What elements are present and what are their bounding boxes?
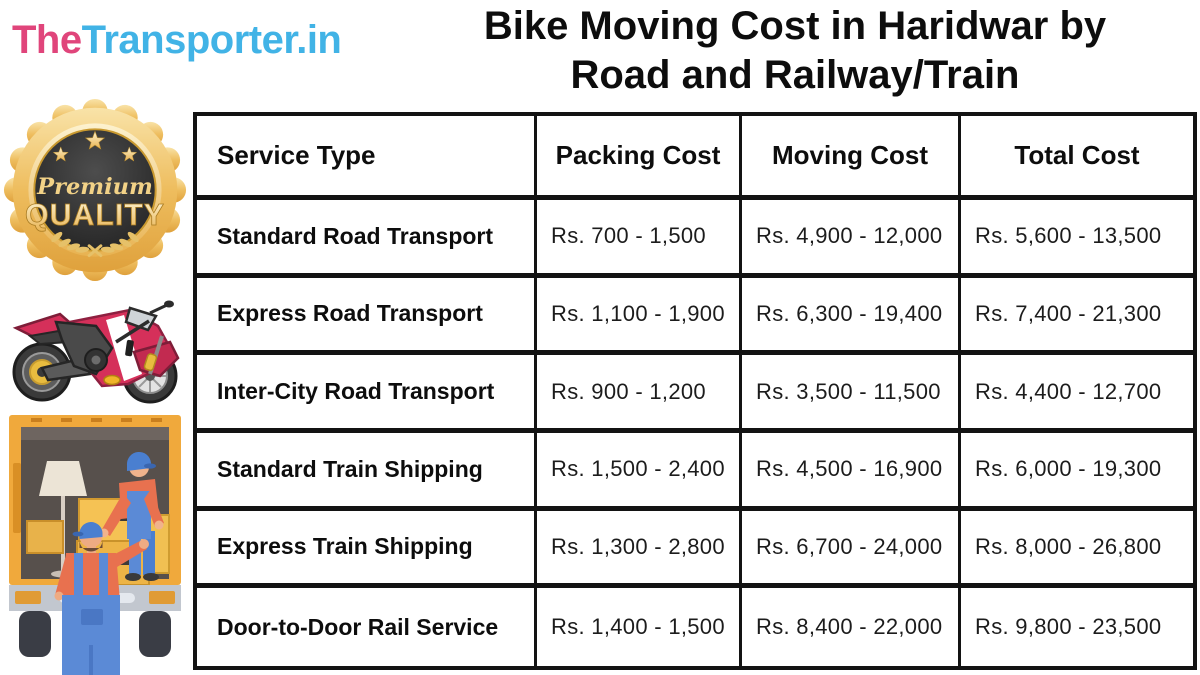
bike-light (103, 374, 121, 386)
site-logo: TheTransporter.in (12, 18, 342, 63)
header-packing-cost: Packing Cost (537, 116, 742, 200)
header-moving-cost: Moving Cost (742, 116, 961, 200)
movers-loading-truck-icon (9, 415, 181, 675)
row6-moving: Rs. 8,400 - 22,000 (742, 588, 961, 666)
row6-packing: Rs. 1,400 - 1,500 (537, 588, 742, 666)
premium-quality-badge: Premium QUALITY (2, 92, 188, 288)
cost-table: Service Type Packing Cost Moving Cost To… (193, 112, 1197, 670)
row3-packing: Rs. 900 - 1,200 (537, 355, 742, 433)
row1-moving: Rs. 4,900 - 12,000 (742, 200, 961, 278)
row2-service: Express Road Transport (197, 277, 537, 356)
mover-outside (54, 521, 149, 675)
motorcycle-illustration (0, 282, 190, 404)
header-service-type: Service Type (197, 116, 537, 200)
row5-total: Rs. 8,000 - 26,800 (961, 510, 1193, 589)
bike-handlebar (115, 319, 150, 344)
row4-packing: Rs. 1,500 - 2,400 (537, 432, 742, 511)
header-total-cost: Total Cost (961, 116, 1193, 200)
badge-laurel-wreath (51, 231, 139, 258)
row5-packing: Rs. 1,300 - 2,800 (537, 510, 742, 589)
row5-service: Express Train Shipping (197, 510, 537, 589)
page-title-line1: Bike Moving Cost in Haridwar by (483, 4, 1107, 48)
row6-service: Door-to-Door Rail Service (197, 588, 537, 666)
motorcycle-icon (12, 300, 180, 404)
logo-text-the: The (12, 18, 82, 62)
row6-total: Rs. 9,800 - 23,500 (961, 588, 1193, 666)
page-title-line2: Road and Railway/Train (570, 52, 1020, 97)
row1-packing: Rs. 700 - 1,500 (537, 200, 742, 278)
row3-total: Rs. 4,400 - 12,700 (961, 355, 1193, 433)
row1-total: Rs. 5,600 - 13,500 (961, 200, 1193, 278)
row3-moving: Rs. 3,500 - 11,500 (742, 355, 961, 433)
page-title: Bike Moving Cost in Haridwar by Road and… (390, 2, 1200, 100)
row1-service: Standard Road Transport (197, 200, 537, 278)
bike-white-stripe (106, 315, 142, 381)
row4-total: Rs. 6,000 - 19,300 (961, 432, 1193, 511)
badge-premium-text: Premium (36, 174, 153, 200)
mover-inside (99, 451, 164, 581)
truck-wheels (19, 611, 171, 657)
row2-moving: Rs. 6,300 - 19,400 (742, 277, 961, 356)
bike-rear-wheel (12, 342, 72, 402)
movers-truck-illustration (3, 403, 190, 675)
row2-total: Rs. 7,400 - 21,300 (961, 277, 1193, 356)
badge-quality-text: QUALITY (25, 199, 165, 232)
logo-text-transporter: Transporter.in (81, 18, 342, 62)
row3-service: Inter-City Road Transport (197, 355, 537, 433)
row4-moving: Rs. 4,500 - 16,900 (742, 432, 961, 511)
row5-moving: Rs. 6,700 - 24,000 (742, 510, 961, 589)
row4-service: Standard Train Shipping (197, 432, 537, 511)
bike-windscreen (124, 306, 158, 332)
premium-quality-badge-icon: Premium QUALITY (3, 98, 187, 282)
row2-packing: Rs. 1,100 - 1,900 (537, 277, 742, 356)
